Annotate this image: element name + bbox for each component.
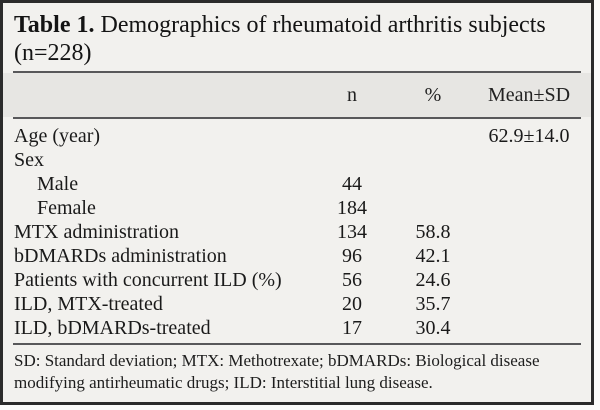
row-mean-value	[476, 148, 582, 172]
row-n-value	[314, 124, 390, 148]
row-n-value: 184	[337, 197, 367, 219]
row-pct-value	[390, 148, 476, 172]
row-n-value: 56	[342, 269, 362, 291]
table-body: Age (year) 62.9±14.0 Sex Male 44 Female …	[12, 119, 582, 343]
table-row: Sex	[12, 148, 582, 172]
row-mean-value	[476, 316, 582, 340]
row-label: Female	[37, 197, 96, 219]
header-cell-mean: Mean±SD	[487, 83, 571, 106]
table-row: Age (year) 62.9±14.0	[12, 124, 582, 148]
row-label: Age (year)	[14, 125, 101, 147]
table-row: Female 184	[12, 196, 582, 220]
table-row: ILD, bDMARDs-treated 17 30.4	[12, 316, 582, 340]
table-row: Male 44	[12, 172, 582, 196]
row-n-value: 134	[337, 221, 367, 243]
row-pct-value: 35.7	[415, 293, 451, 315]
header-rule	[13, 117, 581, 119]
row-mean-value	[476, 196, 582, 220]
table-row: Patients with concurrent ILD (%) 56 24.6	[12, 268, 582, 292]
row-label: ILD, bDMARDs-treated	[14, 317, 211, 339]
header-cell-pct: %	[424, 83, 442, 106]
table-footnote: SD: Standard deviation; MTX: Methotrexat…	[14, 351, 540, 392]
table-title: Table 1. Demographics of rheumatoid arth…	[12, 3, 582, 71]
row-n-value: 96	[342, 245, 362, 267]
row-mean-value: 62.9±14.0	[488, 125, 570, 147]
row-pct-value: 30.4	[415, 317, 451, 339]
row-n-value: 44	[342, 173, 362, 195]
row-label: Male	[37, 173, 79, 195]
table-number: Table 1.	[14, 12, 95, 38]
header-cell-n: n	[347, 83, 357, 106]
row-mean-value	[476, 292, 582, 316]
row-label: MTX administration	[14, 221, 179, 243]
row-label: bDMARDs administration	[14, 245, 227, 267]
row-pct-value	[390, 124, 476, 148]
row-pct-value	[390, 196, 476, 220]
row-pct-value: 58.8	[415, 221, 451, 243]
table-caption: Demographics of rheumatoid arthritis sub…	[14, 12, 546, 66]
footnote-rule	[13, 343, 581, 345]
row-mean-value	[476, 172, 582, 196]
table-row: bDMARDs administration 96 42.1	[12, 244, 582, 268]
row-mean-value	[476, 268, 582, 292]
row-n-value: 20	[342, 293, 362, 315]
table-row: ILD, MTX-treated 20 35.7	[12, 292, 582, 316]
row-n-value: 17	[342, 317, 362, 339]
row-label: ILD, MTX-treated	[14, 293, 163, 315]
table-card: Table 1. Demographics of rheumatoid arth…	[0, 0, 594, 405]
row-pct-value	[390, 172, 476, 196]
row-mean-value	[476, 220, 582, 244]
row-label: Sex	[14, 149, 44, 171]
table-header-row: n % Mean±SD	[3, 73, 591, 117]
title-rule	[13, 71, 581, 73]
row-pct-value: 24.6	[415, 269, 451, 291]
row-pct-value: 42.1	[415, 245, 451, 267]
table-row: MTX administration 134 58.8	[12, 220, 582, 244]
row-mean-value	[476, 244, 582, 268]
row-label: Patients with concurrent ILD (%)	[14, 269, 282, 291]
row-n-value	[314, 148, 390, 172]
